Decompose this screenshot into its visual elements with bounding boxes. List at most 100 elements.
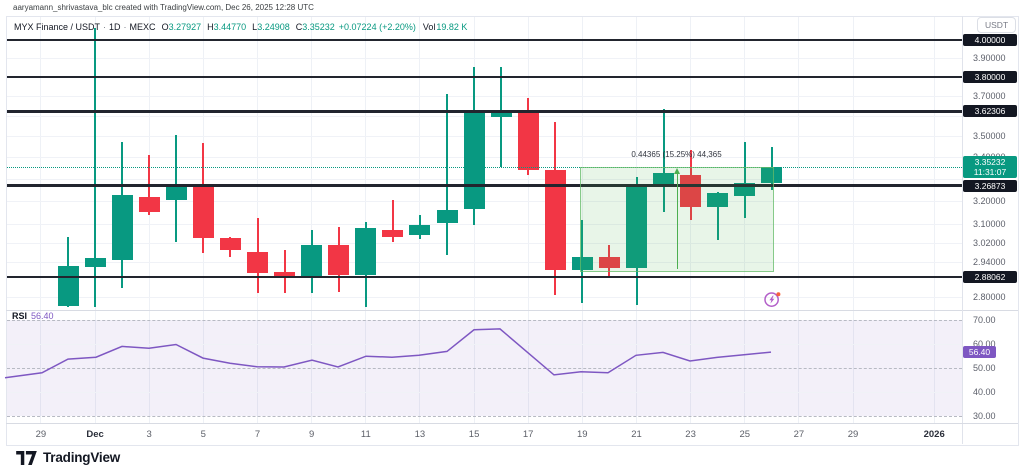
price-axis-label: 3.50000 xyxy=(973,131,1006,142)
candle-dec-21 xyxy=(626,185,647,269)
legend-separator: · xyxy=(103,22,107,32)
rsi-axis-label: 50.00 xyxy=(973,362,996,373)
rsi-level-line xyxy=(7,319,962,321)
vertical-gridline xyxy=(852,17,854,423)
ohlc-key: H xyxy=(207,22,214,32)
ohlc-value: 3.35232 xyxy=(302,22,335,32)
price-axis-label: 3.10000 xyxy=(973,218,1006,229)
ohlc-key: C xyxy=(295,22,303,32)
candle-dec-8 xyxy=(274,272,296,279)
candle-dec-3 xyxy=(138,197,160,213)
candle-dec-7 xyxy=(247,252,268,274)
price-axis-label: 2.94000 xyxy=(973,256,1006,267)
time-axis-label: 13 xyxy=(414,429,426,440)
price-axis-separator xyxy=(962,16,963,444)
time-axis-label: 21 xyxy=(631,429,642,440)
exchange-label: MEXC xyxy=(129,22,156,32)
time-axis-label: 19 xyxy=(577,429,588,440)
time-axis-label: 2026 xyxy=(923,429,945,440)
time-axis-label: 29 xyxy=(847,429,859,440)
volume-value: 19.82 K xyxy=(436,22,468,32)
drawn-price-line xyxy=(7,39,962,41)
tradingview-logo[interactable]: TradingView xyxy=(16,450,120,465)
candle-dec-17 xyxy=(517,111,539,171)
candle-dec-16 xyxy=(490,111,512,117)
ohlc-key: O xyxy=(161,22,169,32)
candle-wick xyxy=(391,200,394,242)
candle-dec-5 xyxy=(192,185,214,239)
candle-dec-18 xyxy=(544,170,566,271)
vertical-gridline xyxy=(365,17,367,423)
vertical-gridline xyxy=(311,17,313,423)
rsi-axis-label: 40.00 xyxy=(973,386,996,397)
horizontal-gridline xyxy=(7,297,962,298)
tradingview-logo-text: TradingView xyxy=(43,450,121,465)
ohlc-key: L xyxy=(252,22,258,32)
time-axis-label: 7 xyxy=(254,429,261,440)
vertical-gridline xyxy=(581,17,583,423)
time-axis-label: 29 xyxy=(35,429,47,440)
horizontal-gridline xyxy=(7,96,962,98)
candle-dec-26 xyxy=(761,167,783,184)
candle-dec-14 xyxy=(436,210,458,224)
range-measure-label: 0.44365 (15.25%) 44,365 xyxy=(631,149,722,159)
vertical-gridline xyxy=(527,17,529,423)
candle-wick xyxy=(716,191,719,241)
time-axis-label: Dec xyxy=(86,429,104,440)
rsi-gridline xyxy=(7,343,962,345)
legend-separator: · xyxy=(123,22,127,32)
time-axis-label: 27 xyxy=(793,429,805,440)
ohlc-value: 3.27927 xyxy=(168,22,202,32)
candle-dec-1 xyxy=(84,258,106,268)
current-price-badge: 3.35232 11:31:07 xyxy=(963,156,1017,179)
range-arrow-head xyxy=(673,168,680,175)
price-line-badge: 2.88062 xyxy=(963,270,1017,283)
drawn-price-line xyxy=(7,76,962,78)
currency-unit-toggle[interactable]: USDT xyxy=(977,17,1017,33)
ohlc-value: 3.24908 xyxy=(257,22,290,32)
change-value: +0.07224 (+2.20%) xyxy=(338,22,416,32)
current-price-line xyxy=(7,167,962,169)
candle-dec-22 xyxy=(653,173,674,188)
candle-dec-11 xyxy=(355,228,377,276)
horizontal-gridline xyxy=(7,242,962,244)
rsi-axis-label: 30.00 xyxy=(973,410,996,421)
drawn-price-line xyxy=(7,109,962,113)
candle-dec-2 xyxy=(111,195,133,261)
vertical-gridline xyxy=(148,17,150,423)
time-axis-label: 15 xyxy=(468,429,480,440)
candle-wick xyxy=(743,142,746,219)
attribution-text: aaryamann_shrivastava_blc created with T… xyxy=(13,3,314,12)
symbol-name: MYX Finance / USDT xyxy=(14,22,101,32)
pane-separator[interactable] xyxy=(6,310,1018,311)
candle-dec-19 xyxy=(571,257,593,271)
rsi-axis-label: 60.00 xyxy=(973,338,996,349)
flash-action-button[interactable] xyxy=(764,291,781,308)
time-axis-label: 9 xyxy=(308,429,315,440)
price-line-badge: 3.26873 xyxy=(963,179,1017,192)
candle-dec-23 xyxy=(680,175,702,208)
ohlc-values: O3.27927 H3.44770 L3.24908 C3.35232 xyxy=(159,22,338,32)
bar-countdown: 11:31:07 xyxy=(973,167,1007,178)
symbol-legend[interactable]: MYX Finance / USDT · 1D · MEXC O3.27927 H3.447… xyxy=(14,22,470,32)
candle-wick xyxy=(283,250,286,294)
candle-dec-4 xyxy=(165,185,187,201)
current-price-value: 3.35232 xyxy=(974,157,1006,168)
price-axis-label: 3.02000 xyxy=(973,237,1006,248)
price-axis-label: 2.80000 xyxy=(973,292,1006,302)
vertical-gridline xyxy=(798,17,800,423)
rsi-value: 56.40 xyxy=(31,311,54,321)
candle-wick xyxy=(500,67,503,168)
tradingview-logo-icon xyxy=(16,450,37,465)
time-axis-label: 5 xyxy=(200,429,206,440)
rsi-indicator-legend[interactable]: RSI 56.40 xyxy=(12,311,54,321)
notification-dot xyxy=(776,292,781,297)
rsi-value-badge: 56.40 xyxy=(963,346,996,359)
rsi-label: RSI xyxy=(12,311,28,321)
candle-dec-9 xyxy=(301,245,323,278)
drawn-price-line xyxy=(7,275,962,278)
rsi-level-line xyxy=(7,415,962,417)
price-axis-label: 3.90000 xyxy=(973,53,1006,64)
volume-label: Vol xyxy=(422,22,436,32)
